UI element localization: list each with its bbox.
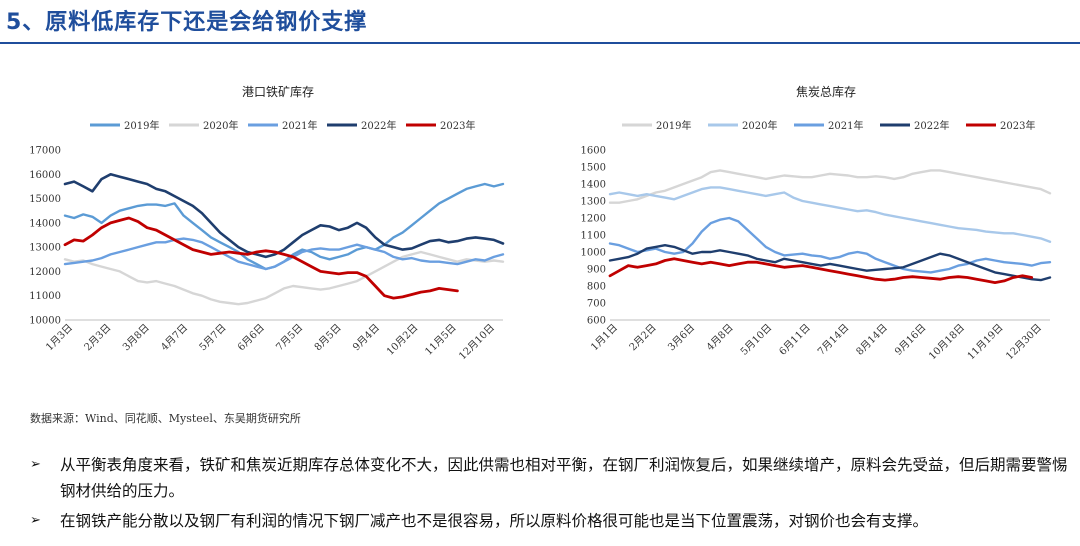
chart-title: 港口铁矿库存 (242, 84, 314, 99)
x-tick-label: 7月14日 (815, 322, 851, 358)
legend-label: 2020年 (203, 119, 238, 132)
bullet-text: 在钢铁产能分散以及钢厂有利润的情况下钢厂减产也不是很容易，所以原料价格很可能也是… (60, 512, 929, 530)
legend-label: 2022年 (914, 119, 949, 132)
legend-label: 2021年 (828, 119, 863, 132)
x-tick-label: 7月5日 (274, 322, 306, 354)
x-tick-label: 9月4日 (350, 322, 382, 354)
x-tick-label: 6月11日 (777, 322, 813, 358)
arrow-bullet-icon: ➢ (30, 457, 41, 472)
y-tick-label: 1100 (581, 231, 606, 242)
title-divider (0, 42, 1080, 44)
y-tick-label: 10000 (29, 316, 61, 327)
x-tick-label: 10月2日 (384, 322, 420, 358)
y-tick-label: 14000 (29, 218, 61, 229)
y-tick-label: 1400 (581, 180, 606, 191)
chart-title: 焦炭总库存 (796, 84, 856, 99)
series-line (608, 169, 1052, 204)
legend-label: 2019年 (656, 119, 691, 132)
slide-title: 5、原料低库存下还是会给钢价支撑 (6, 10, 368, 35)
series-line (63, 237, 505, 271)
iron-ore-inventory-chart: 港口铁矿库存 2019年 2020年 2021年 2022年 2023年 10000 1100… (29, 84, 505, 363)
series-line (608, 243, 1052, 282)
y-tick-label: 700 (587, 299, 606, 310)
y-tick-label: 1000 (581, 248, 606, 259)
y-tick-label: 900 (587, 265, 606, 276)
y-tick-label: 600 (587, 316, 606, 327)
legend-label: 2022年 (361, 119, 396, 132)
series-line (63, 173, 505, 259)
legend-label: 2021年 (282, 119, 317, 132)
bullet-item: ➢ 在钢铁产能分散以及钢厂有利润的情况下钢厂减产也不是很容易，所以原料价格很可能… (30, 508, 1070, 534)
x-tick-label: 4月7日 (159, 322, 191, 354)
coke-inventory-chart: 焦炭总库存 2019年 2020年 2021年 2022年 2023年 600 700 800 9… (581, 84, 1052, 363)
x-tick-label: 5月10日 (738, 322, 774, 358)
bullet-text: 从平衡表角度来看，铁矿和焦炭近期库存总体变化不大，因此供需也相对平衡，在钢厂利润… (60, 456, 1068, 500)
x-tick-label: 12月10日 (456, 322, 497, 363)
series-line (63, 250, 505, 306)
x-tick-label: 12月30日 (1003, 322, 1044, 363)
x-tick-label: 3月6日 (666, 322, 698, 354)
x-tick-label: 8月14日 (854, 322, 890, 358)
y-tick-label: 13000 (29, 243, 61, 254)
series-line (608, 216, 1052, 274)
y-tick-label: 11000 (29, 291, 61, 302)
x-tick-label: 8月5日 (312, 322, 344, 354)
series-line (63, 216, 459, 300)
y-tick-label: 1600 (581, 146, 606, 157)
y-tick-label: 1500 (581, 163, 606, 174)
x-tick-label: 2月3日 (82, 322, 114, 354)
legend-label: 2019年 (124, 119, 159, 132)
y-tick-label: 1300 (581, 197, 606, 208)
x-tick-label: 11月5日 (423, 322, 459, 358)
x-tick-label: 10月18日 (926, 322, 967, 363)
y-tick-label: 800 (587, 282, 606, 293)
bullet-list: ➢ 从平衡表角度来看，铁矿和焦炭近期库存总体变化不大，因此供需也相对平衡，在钢厂… (30, 452, 1070, 538)
x-tick-label: 11月19日 (965, 322, 1006, 363)
x-tick-label: 5月7日 (197, 322, 229, 354)
y-tick-label: 17000 (29, 146, 61, 157)
x-tick-label: 2月2日 (627, 322, 659, 354)
y-tick-label: 12000 (29, 267, 61, 278)
y-tick-label: 15000 (29, 194, 61, 205)
legend-label: 2020年 (742, 119, 777, 132)
x-tick-label: 6月6日 (235, 322, 267, 354)
x-tick-label: 4月8日 (704, 322, 736, 354)
bullet-item: ➢ 从平衡表角度来看，铁矿和焦炭近期库存总体变化不大，因此供需也相对平衡，在钢厂… (30, 452, 1070, 504)
arrow-bullet-icon: ➢ (30, 513, 41, 528)
y-tick-label: 1200 (581, 214, 606, 225)
series-line (608, 186, 1052, 244)
y-tick-label: 16000 (29, 170, 61, 181)
data-source-note: 数据来源：Wind、同花顺、Mysteel、东吴期货研究所 (30, 412, 301, 425)
x-tick-label: 3月8日 (120, 322, 152, 354)
legend-label: 2023年 (1000, 119, 1035, 132)
legend-label: 2023年 (440, 119, 475, 132)
series-line (608, 257, 1034, 285)
x-tick-label: 9月16日 (892, 322, 928, 358)
